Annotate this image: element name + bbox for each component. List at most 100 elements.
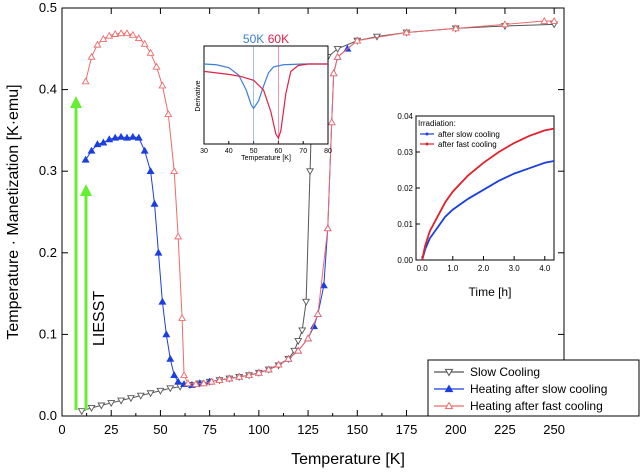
- data-point-heat_slow: [128, 132, 137, 140]
- data-point-heat_fast: [264, 365, 273, 373]
- data-point-heat_slow: [150, 199, 159, 207]
- derivative-inset-frame: [203, 45, 329, 145]
- data-point-slow: [156, 387, 165, 395]
- derivative-inset-x-label: Temperature [K]: [241, 155, 291, 162]
- data-point-heat_fast: [128, 30, 137, 38]
- inset2-legend-label: after slow cooling: [438, 130, 500, 139]
- inset2-y-tick-label: 0.00: [397, 256, 413, 265]
- data-point-heat_fast: [235, 372, 244, 380]
- liesst-label: LIESST: [91, 291, 108, 346]
- y-tick-label: 0.0: [39, 408, 57, 423]
- liesst-arrow-long-head: [70, 96, 82, 108]
- inset2-legend-marker: [425, 132, 429, 136]
- time-inset: 0.0 1.0 2.0 3.0 4.0 0.00 0.01 0.02 0.03 0.04 after…: [397, 112, 555, 273]
- inset2-y-tick-label: 0.02: [397, 184, 413, 193]
- data-point-heat_slow: [319, 281, 328, 289]
- y-tick-label: 0.3: [39, 163, 57, 178]
- inset2-x-tick-label: 0.0: [417, 264, 429, 273]
- inset1-series-line: [203, 63, 328, 110]
- inset1-x-tick-label: 60: [275, 148, 283, 155]
- y-tick-label: 0.4: [39, 82, 57, 97]
- inset1-x-tick-label: 50: [250, 148, 258, 155]
- x-tick-label: 75: [202, 422, 216, 437]
- data-point-heat_fast: [180, 371, 189, 379]
- data-point-slow: [298, 327, 307, 335]
- y-tick-label: 0.2: [39, 245, 57, 260]
- data-point-heat_fast: [323, 224, 332, 232]
- data-point-heat_slow: [166, 354, 175, 362]
- data-point-heat_fast: [158, 81, 167, 89]
- data-point-heat_slow: [105, 135, 114, 143]
- legend-label-heat_slow: Heating after slow cooling: [470, 382, 607, 396]
- data-point-heat_fast: [284, 354, 293, 362]
- legend-marker-slow: [444, 368, 454, 377]
- data-point-heat_slow: [81, 155, 90, 163]
- inset1-x-tick-label: 30: [200, 148, 208, 155]
- x-tick-label: 25: [104, 422, 118, 437]
- x-tick-label: 150: [346, 422, 368, 437]
- x-tick-label: 200: [445, 422, 467, 437]
- inset1-marker-label: 60K: [268, 32, 289, 46]
- data-point-heat_fast: [199, 379, 208, 387]
- liesst-arrow-short-head: [80, 184, 92, 196]
- x-tick-label: 100: [248, 422, 270, 437]
- data-point-heat_fast: [105, 31, 114, 39]
- data-point-slow: [166, 385, 175, 393]
- data-point-heat_slow: [117, 132, 126, 140]
- inset2-x-tick-label: 2.0: [478, 264, 490, 273]
- time-inset-legend-title: Irradiation:: [418, 119, 456, 128]
- data-point-slow: [126, 395, 135, 403]
- data-point-heat_fast: [164, 109, 173, 117]
- x-tick-label: 125: [297, 422, 319, 437]
- data-point-heat_fast: [500, 20, 509, 28]
- data-point-heat_slow: [122, 133, 131, 141]
- inset1-x-tick-label: 40: [225, 148, 233, 155]
- data-point-heat_fast: [294, 346, 303, 354]
- main-legend: Slow Cooling Heating after slow cooling He…: [434, 365, 607, 413]
- liesst-arrows: [70, 96, 92, 410]
- data-point-heat_fast: [81, 77, 90, 85]
- data-point-heat_slow: [158, 297, 167, 305]
- inset2-x-tick-label: 1.0: [447, 264, 459, 273]
- data-point-heat_fast: [191, 380, 200, 388]
- derivative-inset-y-label: Derivative: [195, 80, 202, 111]
- data-point-heat_fast: [402, 28, 411, 36]
- inset2-y-tick-label: 0.03: [397, 148, 413, 157]
- inset1-x-tick-label: 70: [299, 148, 307, 155]
- inset1-series-line: [203, 63, 328, 140]
- legend-label-slow: Slow Cooling: [470, 365, 540, 379]
- data-point-heat_fast: [122, 29, 131, 37]
- data-point-heat_fast: [313, 309, 322, 317]
- data-point-heat_fast: [117, 29, 126, 37]
- data-point-heat_slow: [93, 140, 102, 148]
- data-point-slow: [294, 338, 303, 346]
- legend-marker-heat_slow: [444, 384, 454, 393]
- inset2-series-line: [421, 160, 555, 261]
- data-point-heat_fast: [353, 36, 362, 44]
- inset1-marker-label: 50K: [243, 32, 264, 46]
- data-point-heat_fast: [152, 62, 161, 70]
- x-tick-label: 0: [58, 422, 65, 437]
- data-point-slow: [333, 45, 342, 53]
- main-legend-box: [427, 359, 640, 417]
- main-series: [77, 16, 559, 416]
- data-point-heat_fast: [274, 360, 283, 368]
- data-point-heat_slow: [111, 133, 120, 141]
- main-plot-frame: [61, 7, 565, 417]
- data-point-heat_fast: [245, 371, 253, 379]
- main-y-axis-label: Temperature · Manetization [K·emu]: [5, 84, 22, 339]
- data-point-heat_fast: [207, 377, 216, 385]
- inset2-legend-label: after fast cooling: [438, 140, 497, 149]
- inset1-x-tick-label: 80: [324, 148, 332, 155]
- inset2-x-tick-label: 3.0: [509, 264, 521, 273]
- inset2-series-line: [421, 127, 555, 261]
- data-point-heat_fast: [170, 167, 179, 175]
- data-point-slow: [77, 408, 86, 416]
- x-tick-label: 50: [153, 422, 167, 437]
- data-point-heat_fast: [304, 334, 313, 342]
- data-point-heat_fast: [174, 232, 183, 240]
- data-point-heat_slow: [146, 167, 155, 175]
- data-point-heat_fast: [184, 379, 192, 387]
- data-point-heat_fast: [140, 39, 149, 47]
